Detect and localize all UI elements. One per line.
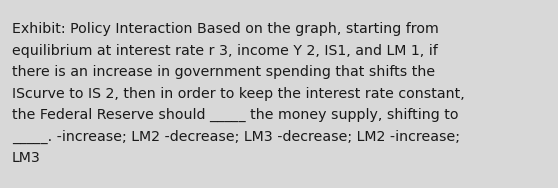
Text: equilibrium at interest rate r 3, income Y 2, IS1, and LM 1, if: equilibrium at interest rate r 3, income… (12, 44, 437, 58)
Text: there is an increase in government spending that shifts the: there is an increase in government spend… (12, 65, 435, 79)
Text: the Federal Reserve should _____ the money supply, shifting to: the Federal Reserve should _____ the mon… (12, 108, 459, 122)
Text: Exhibit: Policy Interaction Based on the graph, starting from: Exhibit: Policy Interaction Based on the… (12, 22, 439, 36)
Text: _____. -increase; LM2 -decrease; LM3 -decrease; LM2 -increase;: _____. -increase; LM2 -decrease; LM3 -de… (12, 130, 460, 144)
Text: IScurve to IS 2, then in order to keep the interest rate constant,: IScurve to IS 2, then in order to keep t… (12, 87, 465, 101)
Text: LM3: LM3 (12, 151, 41, 165)
